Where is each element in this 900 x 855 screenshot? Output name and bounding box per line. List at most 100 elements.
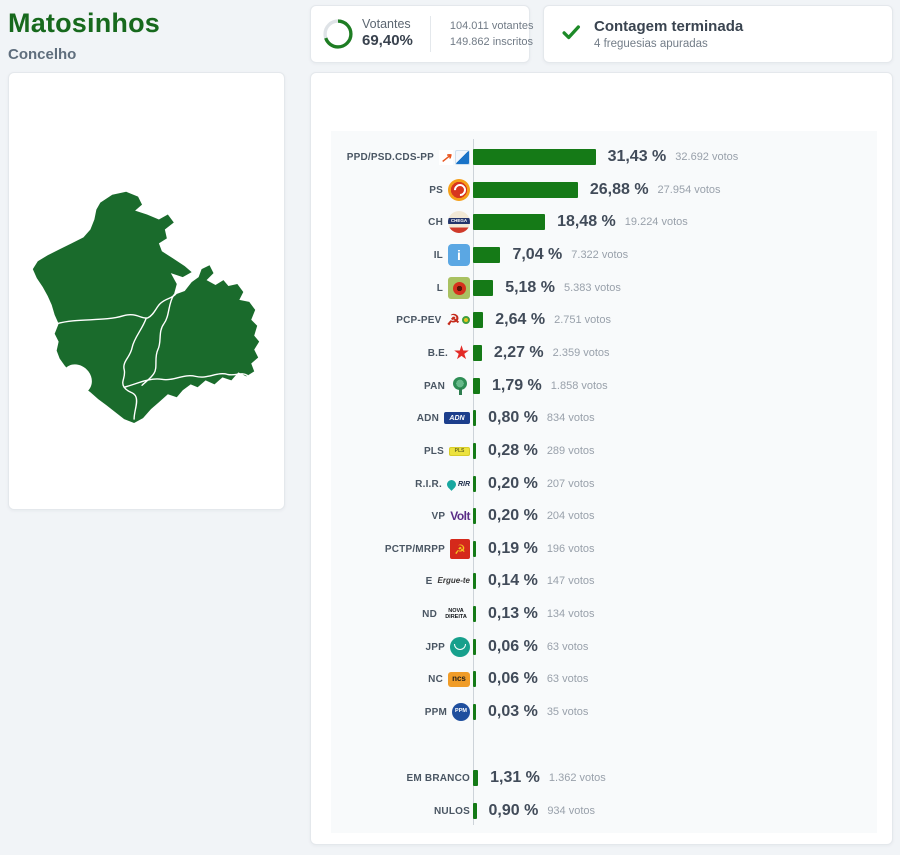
percent-value: 0,13 % [488,605,538,622]
party-label-zone: PS [331,179,473,201]
party-row: ND NOVA DIREITA 0,13 % 134 votos [331,598,877,630]
result-bar [473,639,476,655]
freguesia-boundary [123,373,248,388]
voters-count: 104.011 votantes [449,19,534,32]
count-status-title: Contagem terminada [594,18,744,35]
votes-value: 2.751 votos [554,314,611,326]
party-row: IL i 7,04 % 7.322 votos [331,239,877,271]
party-label: PLS [423,445,444,457]
party-label: PPD/PSD.CDS-PP [346,151,434,163]
party-label-zone: CH CHEGA [331,211,473,233]
turnout-summary: Votantes 69,40% [362,17,413,51]
votes-value: 207 votos [546,478,595,490]
party-row: JPP 0,06 % 63 votos [331,631,877,663]
page-header: Matosinhos Concelho [8,8,160,63]
municipality-map[interactable] [9,73,284,509]
be-icon: ★ [452,342,470,364]
percent-value: 0,90 % [488,802,539,819]
adn-icon: ADN [444,412,470,424]
party-label-zone: JPP [331,637,473,657]
party-row: PAN 1,79 % 1.858 votos [331,370,877,402]
checkmark-icon [560,21,582,48]
psd-cds-coalition-icon: ↗ [439,149,470,165]
result-bar [473,573,476,589]
party-label-zone: PCP-PEV ☭ [331,313,473,328]
votes-value: 204 votos [546,510,595,522]
party-label-zone: PLS PLS [331,446,473,457]
party-row: PCTP/MRPP ☭ 0,19 % 196 votos [331,533,877,565]
results-chart-card: PPD/PSD.CDS-PP ↗ 31,43 % 32.692 votos PS 26,8… [310,72,893,845]
party-row: EM BRANCO 1,31 % 1.362 votos [331,762,877,794]
votes-value: 27.954 votos [657,184,721,196]
party-row: CH CHEGA 18,48 % 19.224 votos [331,206,877,238]
party-label: NC [428,673,443,685]
party-label-zone: PPM PPM [331,703,473,721]
pan-icon [450,376,470,396]
party-label: IL [433,249,443,261]
votes-value: 834 votos [546,412,595,424]
psd-icon: ↗ [439,149,453,165]
count-status-subtitle: 4 freguesias apuradas [594,38,708,50]
percent-value: 1,31 % [490,769,540,786]
percent-value: 0,20 % [488,475,538,492]
party-label-zone: ADN ADN [331,412,473,424]
rir-icon: RIR [445,477,470,491]
ps-icon [448,179,470,201]
party-label: ND [422,608,437,620]
party-label-zone: ND NOVA DIREITA [331,608,473,621]
party-label: E [425,575,433,587]
turnout-label: Votantes [362,16,411,31]
votes-value: 134 votos [546,608,595,620]
turnout-card: Votantes 69,40% 104.011 votantes 149.862… [310,5,533,63]
party-row: PPD/PSD.CDS-PP ↗ 31,43 % 32.692 votos [331,141,877,173]
percent-value: 0,20 % [488,507,538,524]
party-label-zone: VP Volt [331,510,473,522]
party-label: NULOS [434,805,470,817]
party-label-zone: PCTP/MRPP ☭ [331,539,473,559]
rir-text: RIR [457,480,470,488]
votes-value: 5.383 votos [564,282,621,294]
party-label: EM BRANCO [406,772,470,784]
party-label: PCTP/MRPP [384,543,445,555]
votes-value: 32.692 votos [675,151,739,163]
result-bar [473,214,546,230]
result-bar [473,345,482,361]
votes-value: 63 votos [546,673,589,685]
party-row: L 5,18 % 5.383 votos [331,272,877,304]
percent-value: 31,43 % [607,148,667,165]
party-label: CH [428,216,443,228]
votes-value: 19.224 votos [624,216,688,228]
turnout-progress-ring-icon [323,19,353,49]
party-label: B.E. [427,347,448,359]
party-label: R.I.R. [415,478,442,490]
municipality-shape[interactable] [32,191,260,424]
party-row: B.E. ★ 2,27 % 2.359 votos [331,337,877,369]
party-label-zone: NULOS [331,806,473,817]
pev-sun-icon [462,316,470,324]
result-bar [473,280,494,296]
freguesia-boundary [122,318,147,420]
result-bar [473,803,477,819]
percent-value: 2,64 % [495,311,546,328]
party-row: NULOS 0,90 % 934 votos [331,795,877,827]
party-label-zone: B.E. ★ [331,344,473,363]
party-row: E Ergue-te 0,14 % 147 votos [331,565,877,597]
result-bar [473,770,479,786]
result-bar [473,606,476,622]
harbor-inlet [62,364,92,395]
party-label: ADN [416,412,439,424]
percent-value: 1,79 % [491,377,542,394]
percent-value: 18,48 % [557,213,616,230]
party-label: PAN [424,380,445,392]
vertical-divider [429,16,431,52]
percent-value: 0,19 % [488,540,538,557]
votes-value: 196 votos [546,543,595,555]
votes-value: 2.359 votos [552,347,610,359]
party-label: PPM [424,706,447,718]
votes-value: 289 votos [546,445,595,457]
party-row: PS 26,88 % 27.954 votos [331,174,877,206]
vp-icon: Volt [450,509,470,523]
result-bar [473,476,476,492]
votes-value: 63 votos [546,641,589,653]
pcp-pev-icon: ☭ [447,313,470,328]
